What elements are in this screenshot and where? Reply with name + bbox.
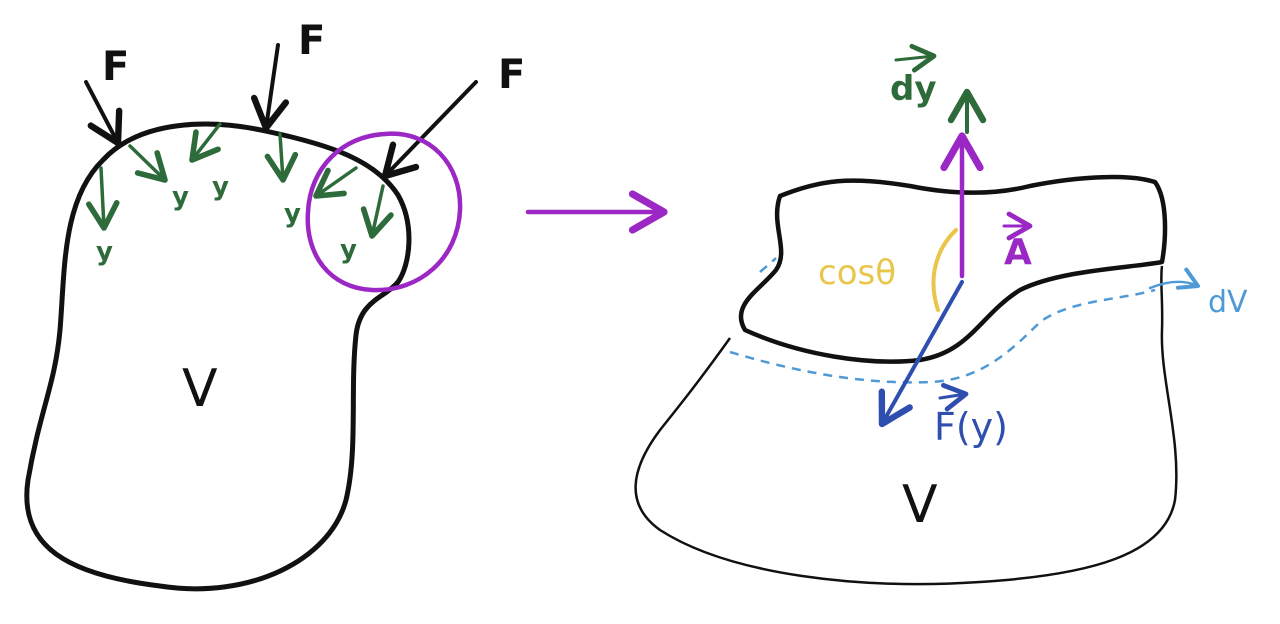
left-figure: F F F y y y y y V	[24, 18, 525, 592]
force-arrow-3	[381, 80, 478, 180]
component-label-1: y	[96, 237, 113, 267]
angle-arc	[931, 228, 958, 312]
component-arrow-6	[360, 184, 394, 239]
component-arrow-1	[85, 166, 120, 231]
magnifier-circle	[305, 131, 463, 293]
force-label-3: F	[498, 52, 525, 98]
dy-vector-overline	[894, 43, 937, 73]
dv-label: dV	[1208, 285, 1248, 320]
force-arrow-1	[84, 80, 123, 147]
component-label-3: y	[212, 172, 229, 202]
dy-label: dy	[890, 69, 937, 109]
component-arrow-5	[313, 166, 358, 199]
component-label-4: y	[284, 199, 301, 229]
component-arrow-2	[128, 144, 168, 183]
component-arrow-3	[189, 122, 222, 163]
force-arrow-2	[250, 43, 290, 132]
angle-label: cosθ	[818, 253, 896, 293]
component-arrow-4	[264, 132, 299, 183]
dv-slice-line-left	[759, 257, 777, 273]
right-volume-body	[634, 265, 1178, 586]
area-label: A	[1004, 232, 1032, 273]
left-volume-label: V	[182, 359, 218, 419]
right-volume-label: V	[902, 475, 938, 535]
cross-section-surface	[738, 174, 1168, 364]
force-vector-overline	[938, 382, 969, 412]
force-label-1: F	[102, 44, 129, 90]
dv-slice-line	[729, 288, 1156, 384]
component-label-2: y	[172, 182, 189, 212]
force-label-2: F	[298, 18, 325, 64]
force-vector-label: F(y)	[934, 405, 1008, 449]
component-label-5: y	[340, 235, 357, 265]
right-figure: dV A dy F(y) cosθ V	[634, 43, 1248, 586]
dv-pointer-arrow	[1148, 267, 1200, 290]
force-vector-arrow	[878, 280, 964, 428]
